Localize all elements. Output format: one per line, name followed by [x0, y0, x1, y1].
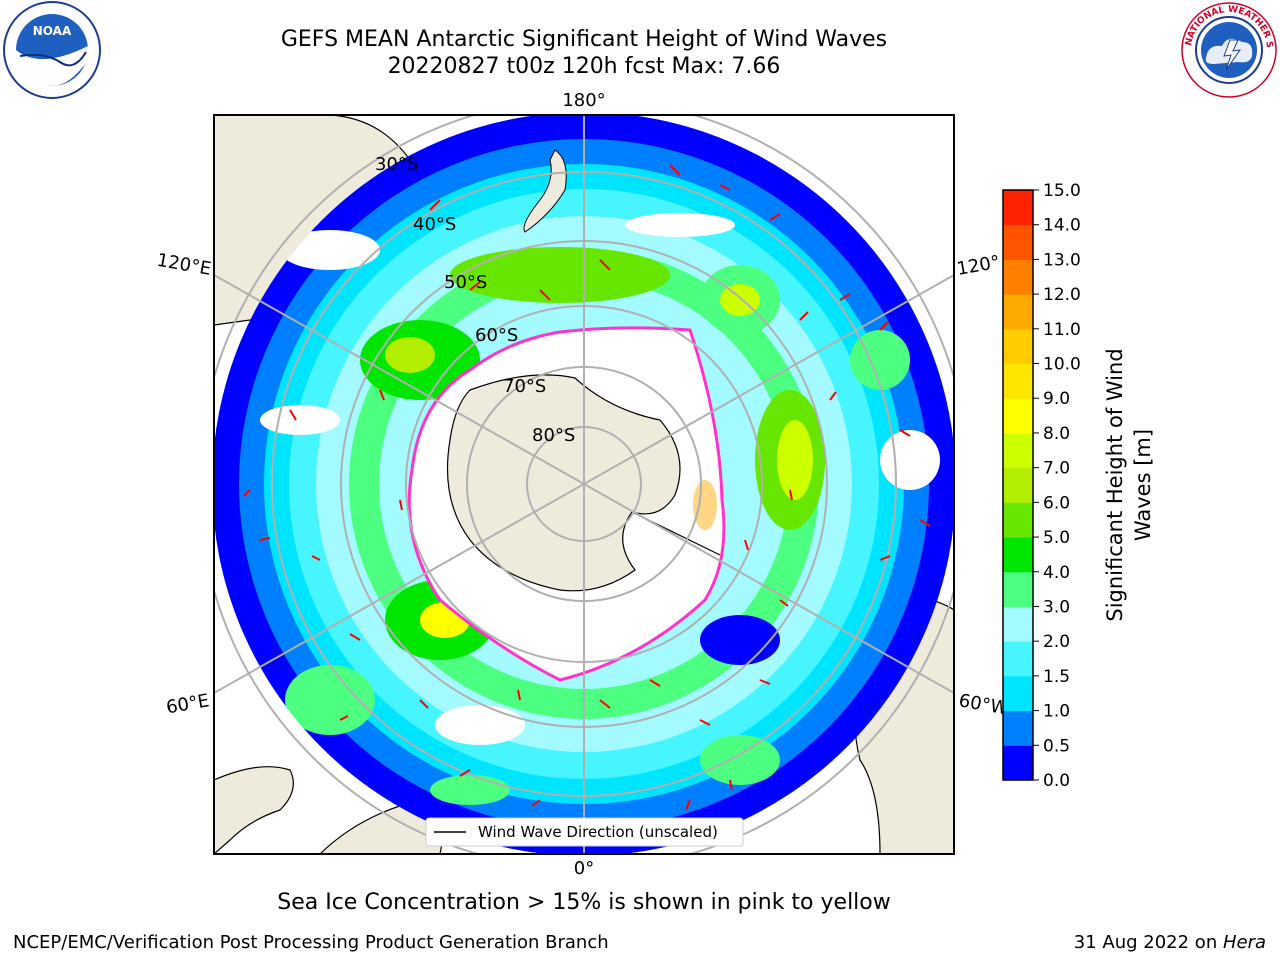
colorbar: 0.0 0.5 1.0 1.5 2.0 3.0 4.0 5.0 6.0 7.0 8.0 9.0 10.0… [1002, 181, 1155, 791]
colorbar-bin [1003, 294, 1033, 330]
colorbar-bin [1003, 363, 1033, 399]
colorbar-label: Waves [m] [1131, 429, 1155, 541]
credit-date: 31 Aug 2022 on [1073, 932, 1223, 953]
colorbar-bin [1003, 502, 1033, 538]
lon-label-60e: 60°E [165, 690, 211, 718]
lon-label-0: 0° [574, 858, 594, 879]
colorbar-tick-label: 15.0 [1043, 181, 1081, 201]
colorbar-bin [1003, 432, 1033, 469]
lat-label-30s: 30°S [375, 154, 418, 175]
lon-label-180: 180° [562, 90, 605, 111]
colorbar-tick-label: 1.0 [1043, 702, 1070, 722]
colorbar-label: Significant Height of Wind [1103, 348, 1127, 621]
colorbar-frame [1002, 189, 1034, 781]
colorbar-bin [1003, 641, 1033, 677]
colorbar-bin [1003, 328, 1033, 365]
colorbar-tick-label: 2.0 [1043, 632, 1070, 652]
lat-label-60s: 60°S [475, 325, 518, 346]
colorbar-bin [1003, 571, 1033, 607]
legend-label: Wind Wave Direction (unscaled) [478, 823, 718, 841]
colorbar-tick-label: 0.5 [1043, 736, 1070, 756]
colorbar-tick-label: 12.0 [1043, 285, 1081, 305]
colorbar-tick-label: 0.0 [1043, 771, 1070, 791]
colorbar-bin [1003, 224, 1033, 260]
colorbar-tick-label: 11.0 [1043, 320, 1081, 340]
graticule [214, 115, 954, 854]
colorbar-tick-label: 3.0 [1043, 597, 1070, 617]
colorbar-bin [1003, 675, 1033, 712]
chart-subtitle: 20220827 t00z 120h fcst Max: 7.66 [387, 54, 781, 79]
colorbar-tick-label: 7.0 [1043, 459, 1070, 479]
credit-right: 31 Aug 2022 on Hera [1074, 932, 1266, 953]
nws-logo: NATIONAL WEATHER SERVICE [1178, 0, 1277, 98]
lat-label-50s: 50°S [444, 272, 487, 293]
credit-host: Hera [1222, 932, 1266, 953]
colorbar-bin [1003, 537, 1033, 573]
chart-title: GEFS MEAN Antarctic Significant Height o… [280, 27, 888, 52]
colorbar-bin [1003, 259, 1033, 295]
colorbar-bin [1003, 710, 1033, 746]
noaa-logo-text: NOAA [33, 24, 72, 38]
colorbar-tick-label: 10.0 [1043, 355, 1081, 375]
colorbar-tick-label: 1.5 [1043, 667, 1070, 687]
map-legend: Wind Wave Direction (unscaled) [425, 817, 744, 847]
colorbar-tick-label: 6.0 [1043, 493, 1070, 513]
credit-left: NCEP/EMC/Verification Post Processing Pr… [13, 932, 609, 953]
colorbar-bin [1003, 745, 1033, 781]
map-area: Wind Wave Direction (unscaled) [214, 115, 954, 854]
colorbar-tick-label: 4.0 [1043, 563, 1070, 583]
colorbar-bin [1003, 190, 1033, 226]
colorbar-bin [1003, 398, 1033, 434]
noaa-logo: NOAA [3, 1, 101, 99]
lat-label-70s: 70°S [503, 376, 546, 397]
colorbar-tick-label: 8.0 [1043, 424, 1070, 444]
colorbar-tick-label: 5.0 [1043, 528, 1070, 548]
colorbar-tick-label: 14.0 [1043, 216, 1081, 236]
colorbar-bin [1003, 606, 1033, 642]
lat-label-40s: 40°S [413, 214, 456, 235]
colorbar-tick-label: 13.0 [1043, 250, 1081, 270]
colorbar-bin [1003, 467, 1033, 503]
wave-arrows [243, 164, 931, 811]
lat-label-80s: 80°S [532, 425, 575, 446]
sea-ice-note: Sea Ice Concentration > 15% is shown in … [277, 890, 891, 915]
lon-label-120e: 120°E [155, 250, 213, 280]
colorbar-tick-label: 9.0 [1043, 389, 1070, 409]
